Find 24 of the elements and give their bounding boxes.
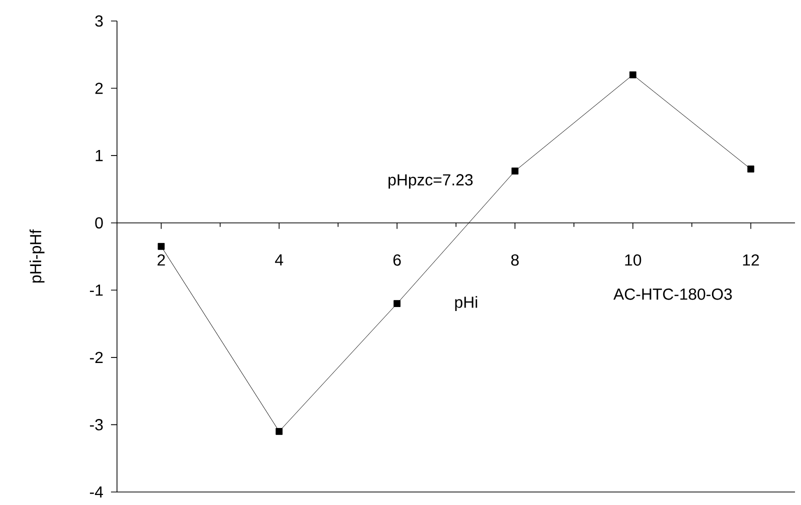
y-tick-label: -2 — [90, 352, 103, 363]
y-tick-label: -1 — [90, 284, 103, 296]
x-tick-label: 2 — [158, 254, 165, 266]
x-axis-title: pHi — [455, 296, 478, 312]
annotation: pHpzc=7.23 — [388, 174, 473, 189]
x-tick-label: 8 — [511, 254, 519, 266]
y-tick-label: 3 — [95, 15, 103, 27]
x-tick-label: 6 — [393, 254, 401, 266]
x-tick-label: 12 — [743, 254, 759, 266]
y-axis-title: pHi-pHf — [30, 229, 44, 283]
point — [276, 428, 283, 435]
y-tick-label: -3 — [90, 419, 103, 430]
point — [747, 166, 754, 172]
x-tick-label: 4 — [275, 254, 284, 266]
point — [512, 168, 518, 174]
annotation: AC-HTC-180-O3 — [613, 288, 732, 300]
point — [629, 71, 636, 78]
point — [158, 242, 165, 250]
point — [394, 300, 400, 308]
y-tick-label: 1 — [96, 150, 103, 162]
y-tick-label: 2 — [95, 82, 103, 94]
y-tick-label: 0 — [95, 217, 103, 229]
y-tick-label: -4 — [90, 486, 103, 498]
x-tick-label: 10 — [625, 254, 642, 266]
